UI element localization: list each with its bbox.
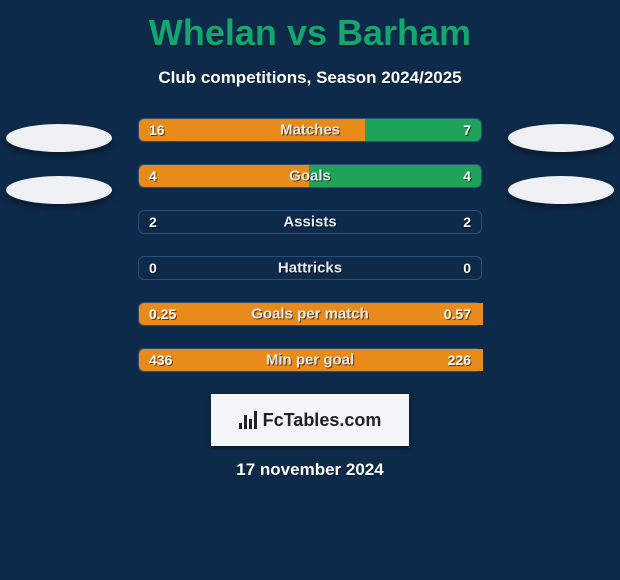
stat-fill-left [139, 165, 311, 187]
stat-label: Hattricks [278, 260, 342, 277]
subtitle: Club competitions, Season 2024/2025 [0, 68, 620, 88]
logo-text: FcTables.com [263, 410, 382, 431]
page-title: Whelan vs Barham [0, 0, 620, 54]
stat-value-left: 4 [149, 168, 157, 184]
stat-label: Goals per match [251, 306, 369, 323]
logo-bar-icon [249, 419, 252, 429]
stat-value-right: 0.57 [444, 306, 471, 322]
stat-label: Matches [280, 122, 340, 139]
date-text: 17 november 2024 [0, 460, 620, 480]
stat-label: Min per goal [266, 352, 354, 369]
stats-rows: 16 7 Matches 4 4 Goals 2 2 Assists 0 0 Hattricks 0.2… [0, 118, 620, 372]
stat-value-right: 4 [463, 168, 471, 184]
stat-value-left: 16 [149, 122, 165, 138]
vs-text: vs [287, 12, 327, 53]
stat-fill-right [309, 165, 481, 187]
stat-label: Assists [283, 214, 336, 231]
stat-row: 436 226 Min per goal [138, 348, 482, 372]
player-left-name: Whelan [149, 12, 277, 53]
stat-value-right: 2 [463, 214, 471, 230]
stat-value-left: 2 [149, 214, 157, 230]
stat-value-right: 7 [463, 122, 471, 138]
stat-value-right: 226 [448, 352, 471, 368]
player-right-name: Barham [337, 12, 471, 53]
stat-value-left: 0 [149, 260, 157, 276]
stat-value-right: 0 [463, 260, 471, 276]
stat-row: 4 4 Goals [138, 164, 482, 188]
logo-bar-icon [239, 423, 242, 429]
logo-bars-icon [239, 411, 257, 429]
logo-bar-icon [254, 411, 257, 429]
stat-row: 2 2 Assists [138, 210, 482, 234]
stat-value-left: 436 [149, 352, 172, 368]
stat-value-left: 0.25 [149, 306, 176, 322]
logo-bar-icon [244, 415, 247, 429]
stat-label: Goals [289, 168, 331, 185]
stat-row: 0.25 0.57 Goals per match [138, 302, 482, 326]
logo-box: FcTables.com [211, 394, 409, 446]
stat-row: 16 7 Matches [138, 118, 482, 142]
stat-row: 0 0 Hattricks [138, 256, 482, 280]
